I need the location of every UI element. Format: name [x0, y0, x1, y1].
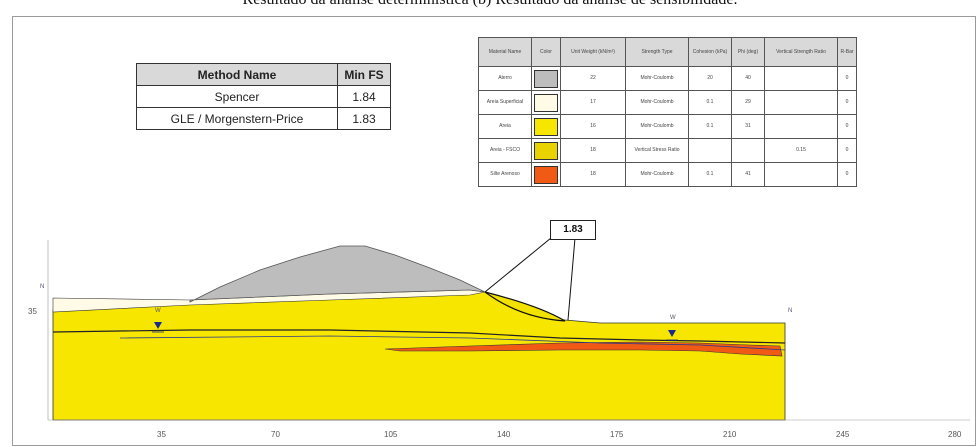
cohesion-cell — [688, 138, 732, 163]
svg-text:W: W — [155, 308, 161, 314]
material-name-cell: Areia Superficial — [478, 90, 532, 115]
r-bar-cell: 0 — [837, 138, 857, 163]
color-swatch — [534, 93, 558, 112]
r-bar-header: R-Bar — [837, 37, 857, 67]
right-boundary-marker: N — [788, 308, 792, 314]
table-row: GLE / Morgenstern-Price 1.83 — [136, 107, 391, 130]
figure-caption: Resultado da análise determinística (b) … — [0, 0, 980, 9]
ratio-cell — [764, 114, 838, 139]
material-name-cell: Aterro — [478, 66, 532, 91]
cohesion-cell: 0.1 — [688, 114, 732, 139]
material-name-cell: Areia - FSCO — [478, 138, 532, 163]
unit-weight-cell: 18 — [560, 138, 626, 163]
color-swatch — [534, 69, 558, 88]
cohesion-cell: 20 — [688, 66, 732, 91]
strength-type-cell: Mohr-Coulomb — [625, 114, 689, 139]
phi-cell: 29 — [731, 90, 765, 115]
r-bar-cell: 0 — [837, 162, 857, 187]
x-tick-label: 245 — [836, 430, 850, 439]
r-bar-cell: 0 — [837, 66, 857, 91]
x-tick-label: 175 — [610, 430, 624, 439]
table-row: Spencer 1.84 — [136, 85, 391, 108]
fs-leader-line-right — [567, 237, 576, 321]
color-cell — [531, 66, 561, 91]
vertical-strength-ratio-header: Vertical Strength Ratio — [764, 37, 838, 67]
strength-type-cell: Mohr-Coulomb — [625, 90, 689, 115]
strength-type-cell: Mohr-Coulomb — [625, 162, 689, 187]
phi-cell: 31 — [731, 114, 765, 139]
color-header: Color — [531, 37, 561, 67]
embankment-fill — [189, 245, 486, 303]
critical-fs-label: 1.83 — [550, 220, 596, 240]
color-swatch — [534, 141, 558, 160]
water-table-line — [119, 335, 786, 351]
ratio-cell — [764, 90, 838, 115]
unit-weight-cell: 22 — [560, 66, 626, 91]
ratio-cell — [764, 66, 838, 91]
cohesion-cell: 0.1 — [688, 90, 732, 115]
ratio-cell: 0.15 — [764, 138, 838, 163]
x-tick-label: 35 — [157, 430, 166, 439]
table-row: Areia Superficial 17 Mohr-Coulomb 0.1 29… — [478, 90, 857, 115]
water-table-marker-right: W — [666, 315, 678, 341]
color-swatch — [534, 117, 558, 136]
x-tick-label: 210 — [723, 430, 737, 439]
method-name-header: Method Name — [136, 63, 338, 86]
color-cell — [531, 90, 561, 115]
fs-leader-line-left — [484, 237, 552, 293]
method-name-cell: Spencer — [136, 85, 338, 108]
sand-layer — [52, 289, 786, 421]
left-boundary-marker: N — [40, 284, 44, 290]
material-name-cell: Areia — [478, 114, 532, 139]
y-tick-label: 35 — [28, 307, 37, 316]
critical-slip-surface — [484, 291, 566, 322]
table-row: Aterro 22 Mohr-Coulomb 20 40 0 — [478, 66, 857, 91]
material-name-cell: Silte Arenoso — [478, 162, 532, 187]
unit-weight-cell: 17 — [560, 90, 626, 115]
min-fs-cell: 1.83 — [337, 107, 391, 130]
strength-type-header: Strength Type — [625, 37, 689, 67]
phi-cell: 41 — [731, 162, 765, 187]
material-name-header: Material Name — [478, 37, 532, 67]
method-name-cell: GLE / Morgenstern-Price — [136, 107, 338, 130]
cohesion-header: Cohesion (kPa) — [688, 37, 732, 67]
r-bar-cell: 0 — [837, 90, 857, 115]
color-cell — [531, 162, 561, 187]
method-table-header-row: Method Name Min FS — [136, 63, 391, 86]
material-table-header-row: Material Name Color Unit Weight (kN/m³) … — [478, 37, 857, 67]
water-table-marker-left: W — [152, 308, 164, 333]
color-cell — [531, 138, 561, 163]
unit-weight-cell: 16 — [560, 114, 626, 139]
phi-header: Phi (deg) — [731, 37, 765, 67]
r-bar-cell: 0 — [837, 114, 857, 139]
min-fs-cell: 1.84 — [337, 85, 391, 108]
strength-type-cell: Vertical Stress Ratio — [625, 138, 689, 163]
unit-weight-header: Unit Weight (kN/m³) — [560, 37, 626, 67]
layer-boundary-line — [52, 329, 786, 344]
cohesion-cell: 0.1 — [688, 162, 732, 187]
phi-cell — [731, 138, 765, 163]
color-swatch — [534, 165, 558, 184]
svg-text:W: W — [670, 315, 676, 321]
table-row: Silte Arenoso 18 Mohr-Coulomb 0.1 41 0 — [478, 162, 857, 187]
table-row: Areia 16 Mohr-Coulomb 0.1 31 0 — [478, 114, 857, 139]
strength-type-cell: Mohr-Coulomb — [625, 66, 689, 91]
x-tick-label: 280 — [948, 430, 962, 439]
x-tick-label: 105 — [384, 430, 398, 439]
unit-weight-cell: 18 — [560, 162, 626, 187]
method-fs-table: Method Name Min FS Spencer 1.84 GLE / Mo… — [136, 63, 391, 130]
table-row: Areia - FSCO 18 Vertical Stress Ratio 0.… — [478, 138, 857, 163]
x-tick-label: 70 — [271, 430, 280, 439]
material-properties-table: Material Name Color Unit Weight (kN/m³) … — [478, 37, 857, 187]
x-tick-label: 140 — [497, 430, 511, 439]
color-cell — [531, 114, 561, 139]
min-fs-header: Min FS — [337, 63, 391, 86]
ratio-cell — [764, 162, 838, 187]
phi-cell: 40 — [731, 66, 765, 91]
